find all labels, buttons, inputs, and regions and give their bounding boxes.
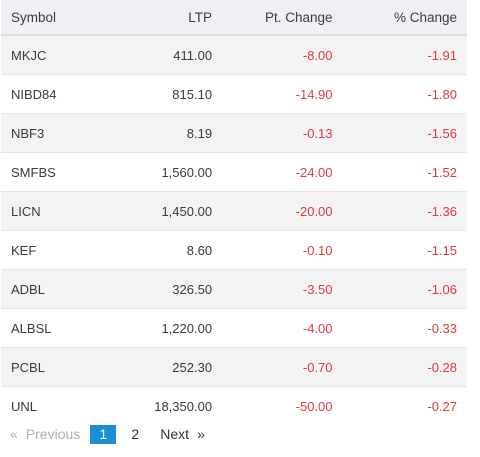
losers-widget: Symbol LTP Pt. Change % Change MKJC 411.…	[1, 0, 468, 445]
cell-ltp: 1,450.00	[105, 191, 223, 231]
cell-pct-change: -1.36	[342, 191, 467, 231]
cell-symbol[interactable]: NIBD84	[1, 74, 106, 114]
cell-pct-change: -1.52	[342, 152, 467, 192]
cell-pct-change: -1.91	[342, 35, 467, 75]
cell-pt-change: -8.00	[222, 35, 343, 75]
column-header-pt-change[interactable]: Pt. Change	[222, 0, 343, 36]
table-row[interactable]: PCBL 252.30 -0.70 -0.28	[1, 347, 467, 387]
cell-symbol[interactable]: ALBSL	[1, 308, 106, 348]
cell-pt-change: -4.00	[222, 308, 343, 348]
table-row[interactable]: NIBD84 815.10 -14.90 -1.80	[1, 74, 467, 114]
column-header-ltp[interactable]: LTP	[105, 0, 223, 36]
table-row[interactable]: ALBSL 1,220.00 -4.00 -0.33	[1, 308, 467, 348]
cell-symbol[interactable]: ADBL	[1, 269, 106, 309]
cell-pct-change: -1.56	[342, 113, 467, 153]
previous-page-link[interactable]: Previous	[25, 426, 81, 442]
table-header: Symbol LTP Pt. Change % Change	[1, 0, 467, 36]
stock-table: Symbol LTP Pt. Change % Change MKJC 411.…	[1, 0, 467, 425]
column-header-pct-change[interactable]: % Change	[342, 0, 467, 36]
cell-ltp: 1,220.00	[105, 308, 223, 348]
cell-pct-change: -1.15	[342, 230, 467, 270]
cell-symbol[interactable]: UNL	[1, 386, 106, 425]
next-page-link[interactable]: Next	[160, 426, 190, 442]
cell-pt-change: -50.00	[222, 386, 343, 425]
cell-ltp: 326.50	[105, 269, 223, 309]
header-row: Symbol LTP Pt. Change % Change	[1, 0, 467, 36]
cell-pct-change: -0.28	[342, 347, 467, 387]
page-link-1[interactable]: 1	[90, 424, 117, 444]
cell-pct-change: -0.27	[342, 386, 467, 425]
cell-symbol[interactable]: MKJC	[1, 35, 106, 75]
cell-pct-change: -1.06	[342, 269, 467, 309]
page-link-2[interactable]: 2	[131, 426, 140, 442]
cell-ltp: 252.30	[105, 347, 223, 387]
cell-symbol[interactable]: NBF3	[1, 113, 106, 153]
cell-symbol[interactable]: PCBL	[1, 347, 106, 387]
cell-pt-change: -0.13	[222, 113, 343, 153]
chevron-double-right-icon[interactable]: »	[197, 426, 205, 442]
column-header-symbol[interactable]: Symbol	[1, 0, 106, 36]
table-row[interactable]: MKJC 411.00 -8.00 -1.91	[1, 35, 467, 75]
chevron-double-left-icon[interactable]: «	[10, 426, 18, 442]
table-row[interactable]: KEF 8.60 -0.10 -1.15	[1, 230, 467, 270]
cell-ltp: 8.19	[105, 113, 223, 153]
table-body: MKJC 411.00 -8.00 -1.91 NIBD84 815.10 -1…	[1, 35, 467, 425]
cell-symbol[interactable]: LICN	[1, 191, 106, 231]
cell-ltp: 411.00	[105, 35, 223, 75]
cell-pt-change: -0.70	[222, 347, 343, 387]
table-row[interactable]: ADBL 326.50 -3.50 -1.06	[1, 269, 467, 309]
cell-pt-change: -0.10	[222, 230, 343, 270]
cell-symbol[interactable]: KEF	[1, 230, 106, 270]
pagination: « Previous 1 2 Next »	[1, 423, 468, 445]
cell-pct-change: -1.80	[342, 74, 467, 114]
cell-pt-change: -24.00	[222, 152, 343, 192]
table-row[interactable]: NBF3 8.19 -0.13 -1.56	[1, 113, 467, 153]
table-row[interactable]: LICN 1,450.00 -20.00 -1.36	[1, 191, 467, 231]
cell-ltp: 815.10	[105, 74, 223, 114]
cell-pt-change: -3.50	[222, 269, 343, 309]
cell-pt-change: -20.00	[222, 191, 343, 231]
cell-ltp: 18,350.00	[105, 386, 223, 425]
cell-pct-change: -0.33	[342, 308, 467, 348]
table-row[interactable]: SMFBS 1,560.00 -24.00 -1.52	[1, 152, 467, 192]
cell-ltp: 8.60	[105, 230, 223, 270]
cell-pt-change: -14.90	[222, 74, 343, 114]
table-row[interactable]: UNL 18,350.00 -50.00 -0.27	[1, 386, 467, 425]
cell-ltp: 1,560.00	[105, 152, 223, 192]
cell-symbol[interactable]: SMFBS	[1, 152, 106, 192]
